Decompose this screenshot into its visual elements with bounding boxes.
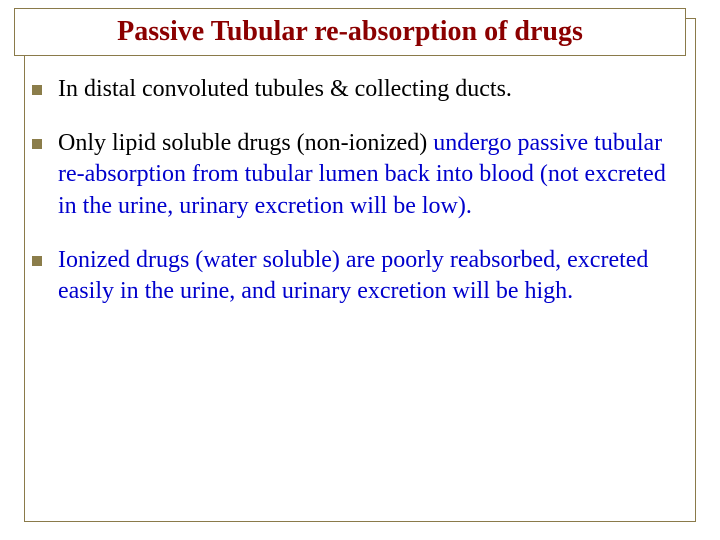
bullet-item: Ionized drugs (water soluble) are poorly… <box>32 245 682 308</box>
title-frame: Passive Tubular re-absorption of drugs <box>14 8 686 56</box>
plain-text: Only lipid soluble drugs (non-ionized) <box>58 130 433 156</box>
slide-title: Passive Tubular re-absorption of drugs <box>117 15 583 49</box>
bullet-marker-icon <box>32 139 42 149</box>
bullet-text: Ionized drugs (water soluble) are poorly… <box>58 245 682 308</box>
bullet-item: Only lipid soluble drugs (non-ionized) u… <box>32 128 682 223</box>
bullet-marker-icon <box>32 256 42 266</box>
bullet-text: In distal convoluted tubules & collectin… <box>58 74 512 106</box>
bullet-item: In distal convoluted tubules & collectin… <box>32 74 682 106</box>
plain-text: In distal convoluted tubules & collectin… <box>58 76 512 102</box>
bullet-marker-icon <box>32 85 42 95</box>
slide-content: In distal convoluted tubules & collectin… <box>32 74 682 330</box>
highlight-text: Ionized drugs (water soluble) are poorly… <box>58 247 648 305</box>
bullet-text: Only lipid soluble drugs (non-ionized) u… <box>58 128 682 223</box>
